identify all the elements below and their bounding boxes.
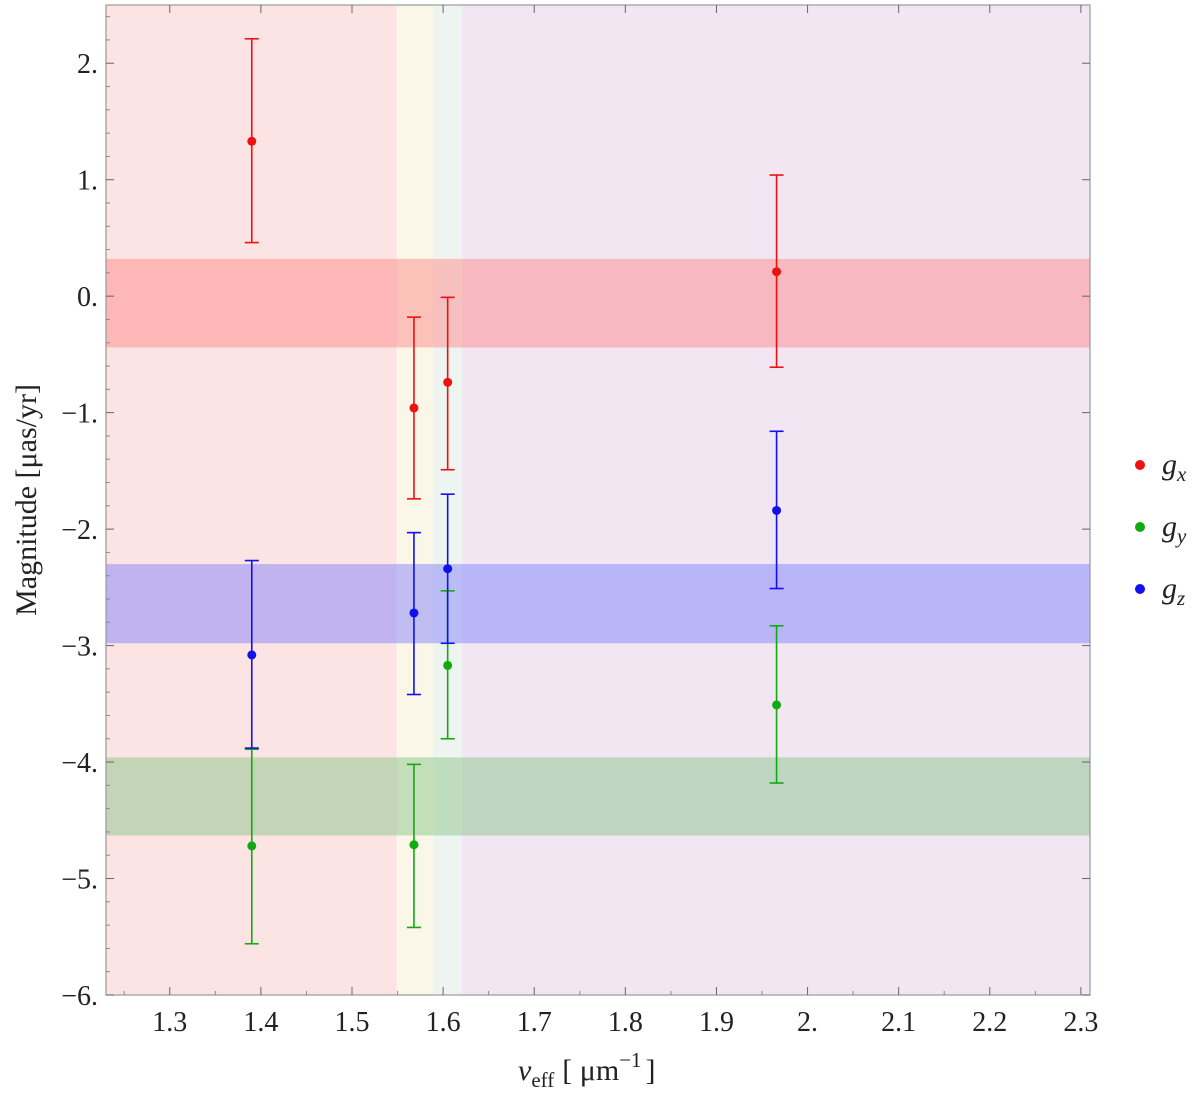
- x-axis-subscript: eff: [531, 1068, 554, 1091]
- x-tick-label: 1.4: [243, 1007, 278, 1038]
- data-point: [409, 403, 419, 413]
- legend-marker-g-x: [1135, 460, 1145, 470]
- x-tick-label: 2.3: [1063, 1007, 1098, 1038]
- y-tick-label: −6.: [61, 981, 98, 1012]
- data-point: [247, 650, 257, 660]
- y-axis-label: Magnitude [μas/yr]: [10, 384, 43, 616]
- band-g-x: [106, 258, 1090, 348]
- data-point: [409, 608, 419, 618]
- series-g-z: [244, 430, 784, 749]
- legend-label-g-z: gz: [1162, 572, 1185, 610]
- y-tick-label: 0.: [77, 282, 98, 313]
- band-g-y: [106, 757, 1090, 836]
- data-point: [443, 377, 453, 387]
- data-point: [772, 700, 782, 710]
- x-axis-unit-open: [ μm: [562, 1054, 619, 1087]
- data-point: [772, 267, 782, 277]
- data-point: [247, 136, 257, 146]
- y-tick-label: 2.: [77, 49, 98, 80]
- y-tick-label: 1.: [77, 166, 98, 197]
- band-g-z: [106, 564, 1090, 644]
- data-series: [244, 37, 784, 945]
- data-point: [409, 840, 419, 850]
- x-axis-label: νeff [ μm−1]: [518, 1048, 656, 1091]
- horizontal-bands: [106, 258, 1090, 836]
- x-tick-label: 2.1: [881, 1007, 916, 1038]
- legend-marker-g-z: [1135, 584, 1145, 594]
- x-tick-label: 2.: [797, 1007, 818, 1038]
- ticks: 1.3 1.4 1.5 1.6 1.7 1.8 1.9 2. 2.1 2.2 2.3 2. 1. 0. −1…: [61, 5, 1098, 1038]
- y-tick-label: −5.: [61, 865, 98, 896]
- x-tick-label: 1.5: [335, 1007, 370, 1038]
- y-tick-label: −4.: [61, 748, 98, 779]
- x-tick-label: 1.3: [152, 1007, 187, 1038]
- y-tick-label: −3.: [61, 632, 98, 663]
- x-axis-unit-exp: −1: [619, 1048, 641, 1072]
- x-tick-label: 2.2: [972, 1007, 1007, 1038]
- data-point: [247, 841, 257, 851]
- y-tick-label: −2.: [61, 515, 98, 546]
- x-tick-label: 1.9: [699, 1007, 734, 1038]
- legend-label-g-y: gy: [1162, 510, 1187, 548]
- y-tick-label: −1.: [61, 399, 98, 430]
- data-point: [443, 660, 453, 670]
- data-point: [443, 564, 453, 574]
- plot-frame: [105, 4, 1091, 996]
- legend-label-g-x: gx: [1162, 448, 1187, 486]
- series-g-x: [244, 37, 784, 500]
- x-tick-label: 1.7: [517, 1007, 552, 1038]
- legend: gx gy gz: [1135, 448, 1187, 610]
- x-tick-label: 1.8: [608, 1007, 643, 1038]
- x-axis-symbol: ν: [518, 1054, 532, 1087]
- x-axis-unit-close: ]: [646, 1054, 656, 1087]
- x-tick-label: 1.6: [426, 1007, 461, 1038]
- legend-marker-g-y: [1135, 522, 1145, 532]
- data-point: [772, 505, 782, 515]
- vertical-band-1: [396, 5, 434, 995]
